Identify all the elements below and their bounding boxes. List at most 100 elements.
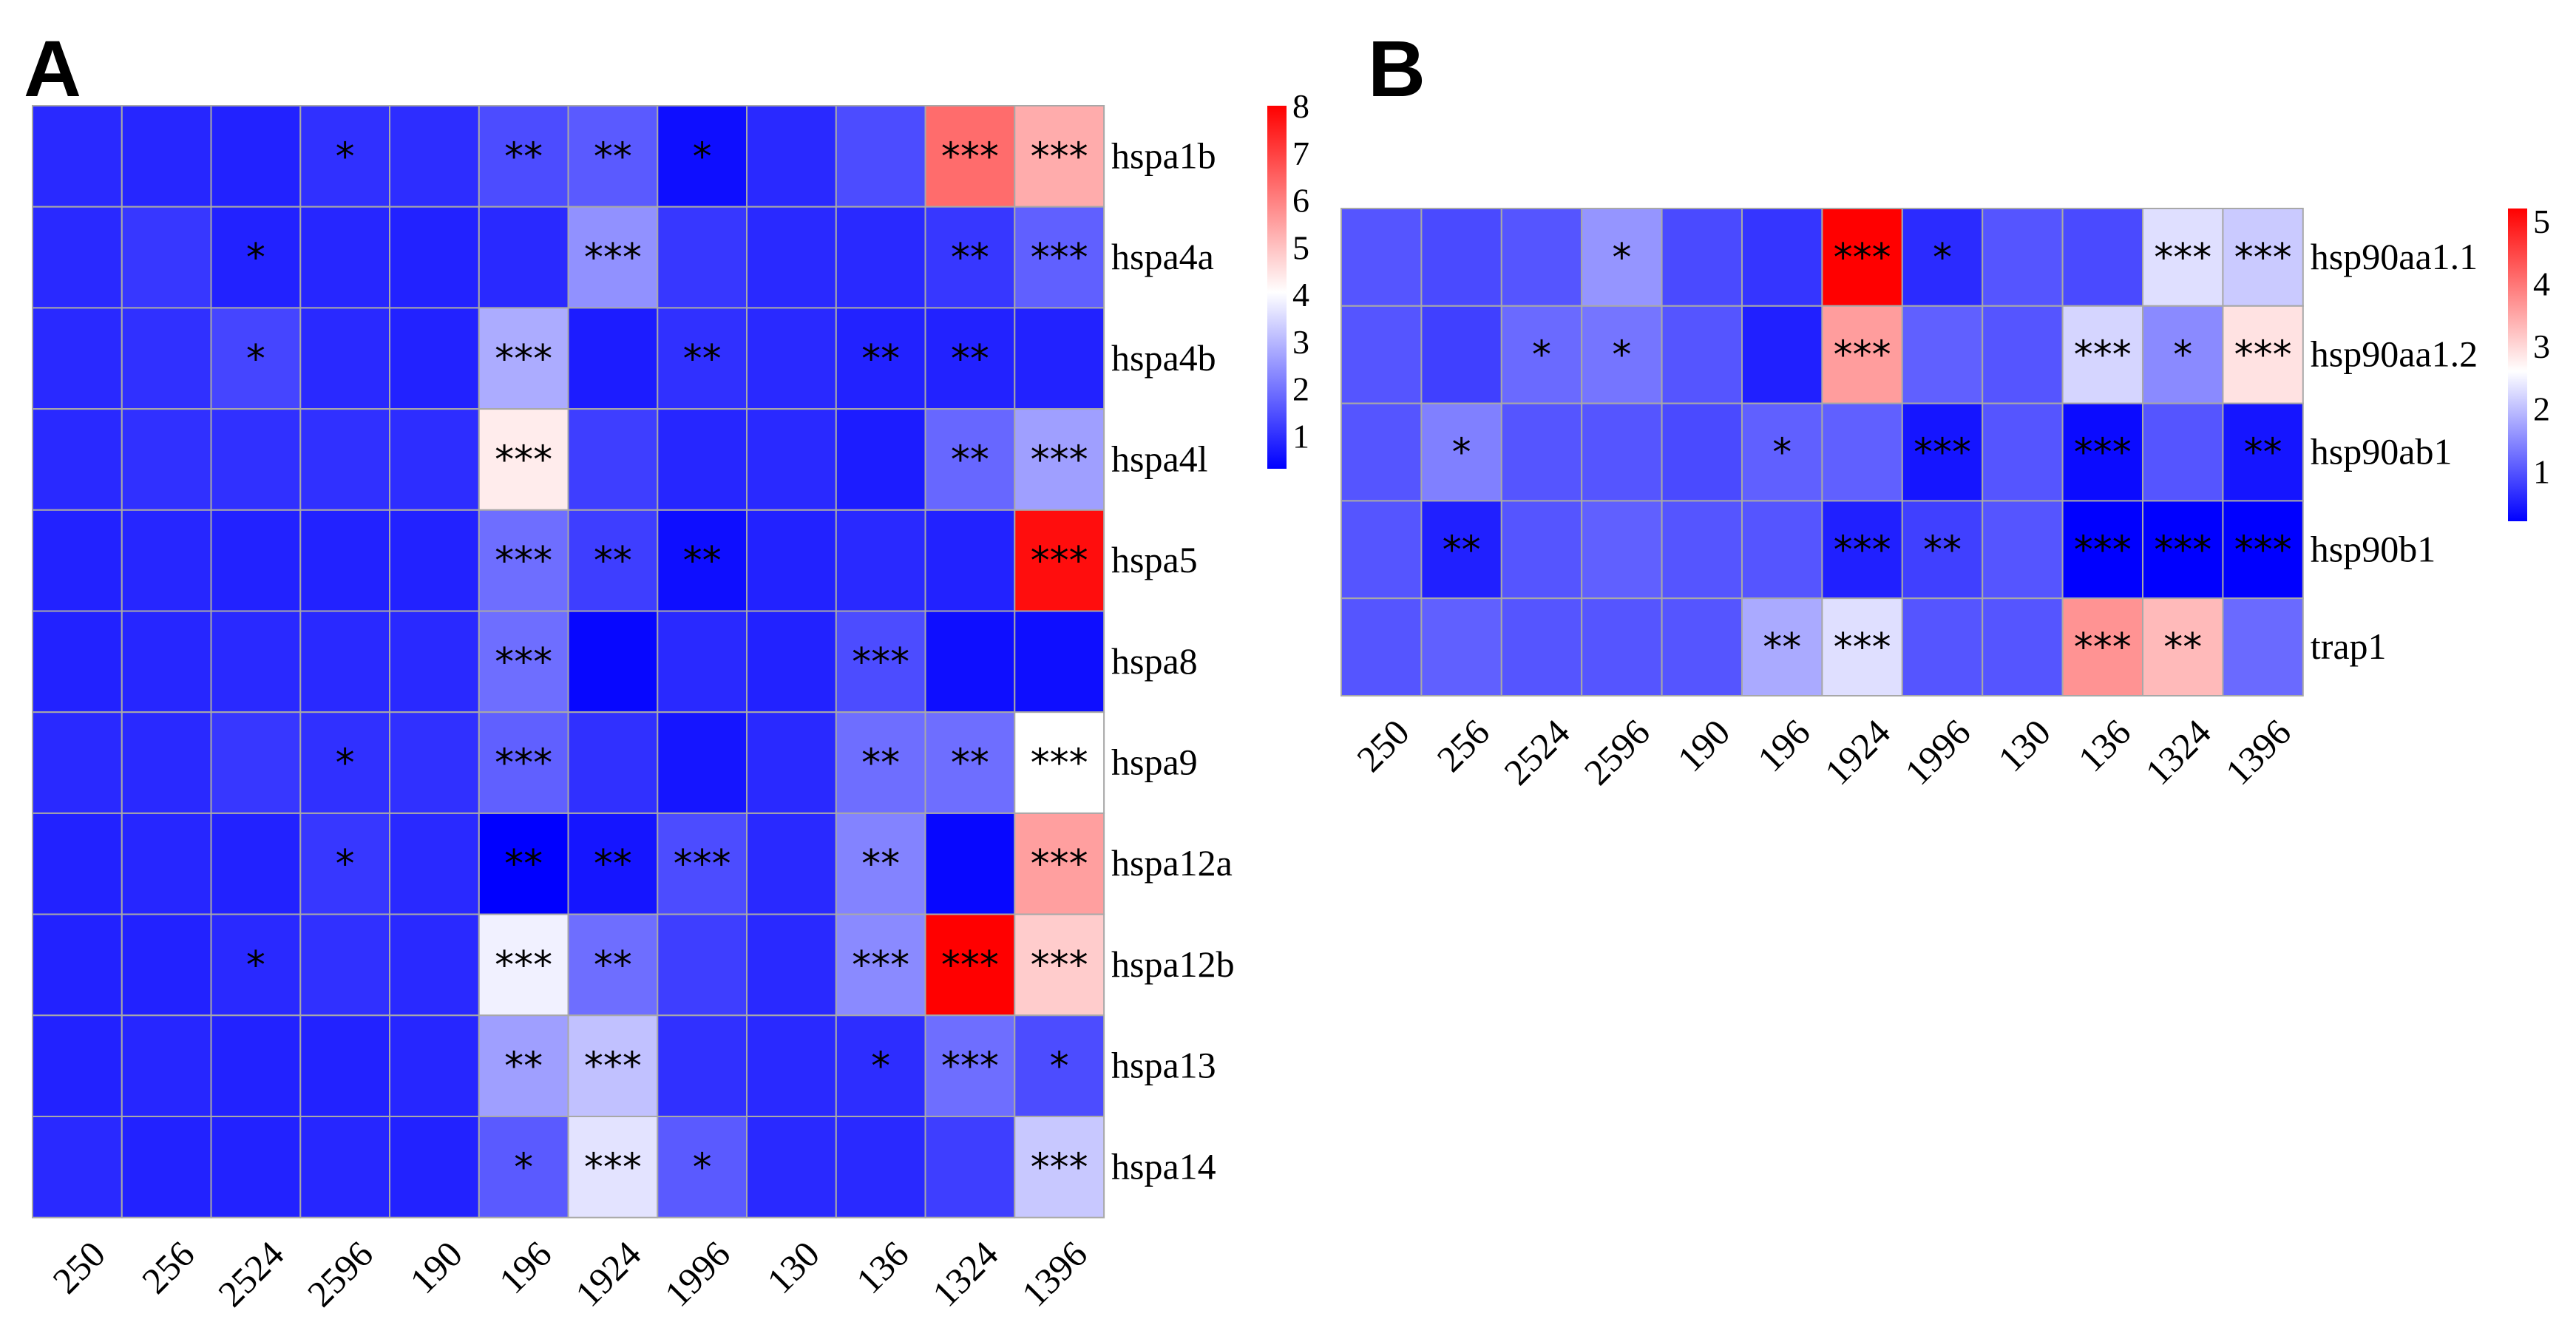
panel-a-label: A [24,24,81,113]
heatmap-b-column-label: 136 [2070,711,2139,780]
heatmap-b-column-label: 2596 [1576,711,1658,793]
heatmap-a-cell [567,206,659,309]
heatmap-b-cell [1581,597,1663,697]
heatmap-a-cell [924,610,1016,713]
heatmap-a-cell [121,913,212,1017]
heatmap-a-cell [478,610,569,713]
heatmap-a-significance-mark: *** [852,640,909,685]
heatmap-b-cell [1821,597,1903,697]
heatmap-b-significance-mark: *** [2234,236,2292,280]
heatmap-a-significance-mark: *** [1031,135,1088,179]
heatmap-a-cell [299,408,391,511]
heatmap-b-significance-mark: *** [2154,236,2211,280]
heatmap-a-cell [657,812,748,915]
heatmap-panel-b: * *** * *** **** * *** *** * **** * *** *** **** *** **… [1340,203,2550,793]
heatmap-b-significance-mark: *** [2074,431,2132,475]
heatmap-a-cell [657,105,748,208]
heatmap-a-cell [746,1014,837,1118]
heatmap-b-cells [1340,208,2304,697]
heatmap-a-row-label: hspa9 [1111,742,1198,783]
heatmap-a-cell [924,711,1016,814]
heatmap-a-cell [299,610,391,713]
heatmap-b-significance-mark: *** [2074,626,2132,670]
legend-a-tick-label: 1 [1292,417,1309,455]
legend-b-tick-label: 3 [2533,328,2550,365]
heatmap-b-significance-mark: ** [1443,528,1481,572]
heatmap-a-cell [478,913,569,1017]
legend-b: 1 2 3 4 5 [2508,203,2550,521]
heatmap-a-significance-mark: ** [951,236,989,280]
heatmap-a-cell [121,408,212,511]
heatmap-a-significance-mark: *** [495,742,552,786]
heatmap-a-cell [389,913,480,1017]
heatmap-a-cell [746,509,837,612]
heatmap-b-cell [1581,500,1663,600]
heatmap-a-cell [32,913,123,1017]
heatmap-a-cell [210,307,302,410]
heatmap-a-cell [478,105,569,208]
heatmap-a-cell [746,408,837,511]
heatmap-a-cell [567,307,659,410]
legend-b-tick-label: 5 [2533,203,2550,240]
heatmap-b-significance-mark: * [1772,431,1792,475]
heatmap-b-cell [2222,402,2304,502]
heatmap-b-row-label: hsp90b1 [2311,528,2436,569]
heatmap-b-cell [2061,402,2144,502]
heatmap-a-cell [1014,206,1105,309]
heatmap-b-cell [1581,402,1663,502]
heatmap-b-row-label: hsp90ab1 [2311,431,2453,472]
heatmap-b-cell [2222,597,2304,697]
heatmap-b-cell [1741,402,1823,502]
heatmap-a-cell [121,711,212,814]
heatmap-b-significance-mark: *** [1834,333,1891,378]
heatmap-a-cell [657,913,748,1017]
heatmap-b-cell [1901,305,1984,404]
heatmap-b-significance-mark: *** [2234,528,2292,572]
heatmap-a-cell [746,812,837,915]
heatmap-a-cell [746,105,837,208]
heatmap-a-column-label: 1324 [924,1233,1006,1315]
heatmap-a-row-label: hspa4l [1111,438,1208,479]
heatmap-b-significance-mark: * [1532,333,1551,378]
heatmap-b-significance-mark: *** [2074,333,2132,378]
heatmap-a-column-label: 190 [401,1233,470,1302]
heatmap-a-significance-mark: *** [495,438,552,482]
heatmap-a-cell [299,913,391,1017]
heatmap-a-significance-mark: * [514,1145,533,1190]
heatmap-a-cell [1014,1116,1105,1218]
heatmap-b-row-label: hsp90aa1.2 [2311,333,2478,375]
heatmap-b-cell [1420,305,1502,404]
heatmap-a-cell [657,1014,748,1118]
heatmap-a-cell [121,610,212,713]
heatmap-a-significance-mark: * [693,1145,712,1190]
legend-a: 1 2 3 4 5 6 7 8 [1267,87,1309,469]
heatmap-a-significance-mark: * [246,943,265,988]
heatmap-b-cell [1500,208,1583,307]
heatmap-a-significance-mark: ** [861,842,900,887]
heatmap-a-cell [1014,105,1105,208]
heatmap-a-cell [1014,913,1105,1017]
legend-b-tick-label: 1 [2533,452,2550,490]
heatmap-b-significance-mark: ** [2244,431,2282,475]
heatmap-b-cell [1420,208,1502,307]
heatmap-a-cell [835,610,926,713]
heatmap-a-significance-mark: ** [594,539,632,583]
heatmap-a-cell [1014,408,1105,511]
heatmap-a-cell [32,206,123,309]
heatmap-a-significance-mark: ** [504,1045,543,1089]
heatmap-b-cell [2222,500,2304,600]
heatmap-a-column-label: 256 [134,1233,203,1302]
heatmap-a-column-label: 196 [491,1233,560,1302]
heatmap-a-cell [121,812,212,915]
legend-b-ticks: 1 2 3 4 5 [2533,203,2550,490]
heatmap-a-cell [32,105,123,208]
heatmap-b-column-label: 1324 [2137,711,2218,793]
heatmap-b-cell [1982,402,2064,502]
heatmap-b-cell [1901,402,1984,502]
heatmap-a-cell [835,1014,926,1118]
heatmap-a-significance-mark: *** [495,337,552,382]
heatmap-a-significance-mark: * [246,236,265,280]
heatmap-a-cell [389,711,480,814]
heatmap-a-cell [389,105,480,208]
